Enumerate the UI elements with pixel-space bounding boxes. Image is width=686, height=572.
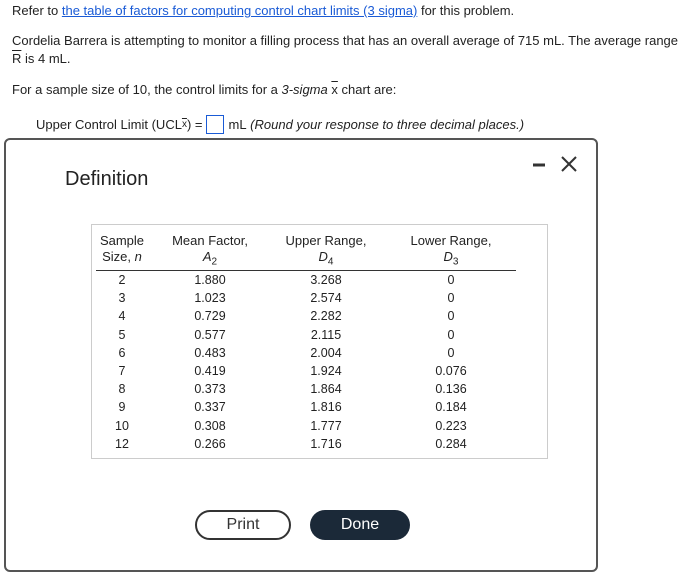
table-cell: 5 — [118, 327, 126, 342]
table-cell: 2 — [118, 273, 126, 287]
header-symbol: D — [443, 249, 453, 264]
header-symbol: A — [202, 249, 212, 264]
factor-table: Sample Size, n Mean Factor, A2 Upper Range, D… — [91, 224, 548, 459]
header-symbol-line: A2 — [150, 249, 270, 271]
table-cell: 0.266 — [194, 436, 226, 451]
header-line: Upper Range, — [285, 233, 367, 248]
header-symbol-line: Size, n — [62, 249, 182, 265]
table-cell: 7 — [118, 364, 126, 378]
table-cell: 8 — [118, 382, 126, 397]
header-symbol: D — [318, 249, 328, 264]
header-symbol-line: D3 — [391, 249, 511, 271]
answer-input[interactable] — [206, 115, 225, 134]
table-cell: 0 — [447, 345, 455, 360]
table-cell: 3 — [118, 291, 126, 306]
table-cell: 0.284 — [435, 436, 467, 451]
definition-dialog: Definition Sample Size, n Mean Factor, A2 Up… — [4, 138, 598, 572]
answer-eq: ) = — [186, 117, 203, 132]
answer-row: Upper Control Limit (UCL x) = mL (Round y… — [36, 115, 524, 134]
question: For a sample size of 10, the control lim… — [12, 82, 396, 97]
statement-text: is 4 mL. — [21, 51, 71, 66]
table-cell: 1.816 — [310, 400, 342, 415]
statement: R is 4 mL. — [12, 51, 71, 66]
table-cell: 1.864 — [310, 382, 342, 397]
header-line: Sample — [99, 233, 145, 248]
question-symbol: x — [331, 82, 338, 97]
intro-text: Refer to — [12, 3, 62, 18]
table-cell: 0.223 — [435, 418, 467, 433]
header-symbol: n — [134, 249, 142, 264]
header-subscript: 3 — [452, 256, 459, 268]
question-text: For a sample size of 10, the control lim… — [12, 82, 282, 97]
print-button[interactable]: Print — [195, 510, 291, 540]
window-controls — [533, 156, 577, 172]
header-symbol-line: D4 — [266, 249, 386, 271]
header-rule — [96, 270, 516, 271]
table-cell: 0.483 — [194, 345, 226, 360]
table-cell: 0.136 — [435, 382, 467, 397]
header-line: Mean Factor, — [172, 233, 248, 248]
table-cell: 0 — [447, 273, 455, 287]
answer-sub: x — [181, 119, 187, 130]
table-cell: 0 — [447, 291, 455, 306]
header-line: Size, — [102, 249, 135, 264]
table-cell: 6 — [118, 345, 126, 360]
answer-unit: mL — [228, 117, 247, 132]
table-cell: 12 — [115, 436, 129, 451]
screen: Refer to the table of factors for comput… — [4, 3, 679, 572]
header-line: Lower Range, — [410, 233, 492, 248]
statement: Cordelia Barrera is attempting to monito… — [12, 33, 679, 48]
table-cell: 4 — [118, 309, 126, 324]
question-italic: 3-sigma — [281, 82, 328, 97]
table-cell: 0 — [447, 327, 455, 342]
table-cell: 2.574 — [310, 291, 342, 306]
column-header: Lower Range, D3 — [391, 233, 511, 271]
page: Control chart factors {"problem": { "int… — [4, 3, 679, 572]
column-header: Sample Size, n — [62, 233, 182, 265]
table-cell: 1.777 — [310, 418, 342, 433]
table-cell: 0.184 — [435, 400, 467, 415]
answer-hint: (Round your response to three decimal pl… — [250, 117, 525, 132]
table-cell: 1.924 — [310, 364, 342, 378]
close-button[interactable] — [561, 156, 577, 172]
table-cell: 2.282 — [310, 309, 342, 324]
column-header: Mean Factor, A2 — [150, 233, 270, 271]
table-cell: 2.004 — [310, 345, 342, 360]
table-cell: 0.076 — [435, 364, 467, 378]
table-cell: 10 — [115, 418, 129, 433]
table-cell: 9 — [118, 400, 126, 415]
header-subscript: 2 — [211, 256, 218, 268]
table-cell: 0.577 — [194, 327, 226, 342]
table-cell: 0.337 — [194, 400, 226, 415]
intro-text: for this problem. — [417, 3, 515, 18]
table-cell: 0 — [447, 309, 455, 324]
table-cell: 1.880 — [194, 273, 226, 287]
table-cell: 1.023 — [194, 291, 226, 306]
question-text: chart are: — [337, 82, 397, 97]
table-cell: 2.115 — [310, 327, 342, 342]
table-cell: 0.308 — [194, 418, 226, 433]
table-cell: 3.268 — [310, 273, 342, 287]
column-header: Upper Range, D4 — [266, 233, 386, 271]
table-cell: 0.373 — [194, 382, 226, 397]
done-button[interactable]: Done — [310, 510, 410, 540]
header-subscript: 4 — [327, 256, 334, 268]
table-cell: 1.716 — [310, 436, 342, 451]
table-cell: 0.729 — [194, 309, 226, 324]
range-symbol: R — [12, 51, 22, 66]
dialog-title: Definition — [65, 168, 149, 190]
table-cell: 0.419 — [194, 364, 226, 378]
intro: Refer to the table of factors for comput… — [12, 3, 514, 18]
answer-label: Upper Control Limit (UCL — [36, 117, 182, 132]
table-link[interactable]: the table of factors for computing contr… — [61, 3, 418, 18]
